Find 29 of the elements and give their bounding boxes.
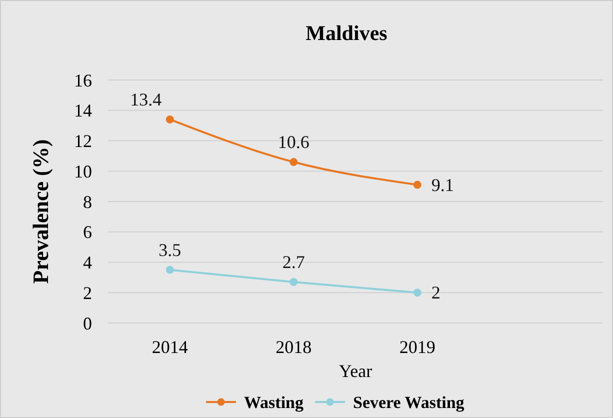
- y-tick-label: 0: [83, 313, 92, 334]
- y-tick-label: 16: [74, 70, 92, 90]
- x-tick-label: 2018: [276, 337, 312, 357]
- y-axis-title: Prevalence (%): [28, 139, 53, 284]
- y-tick-label: 10: [74, 161, 92, 182]
- point: [166, 116, 174, 124]
- x-tick-label: 2019: [399, 337, 436, 357]
- data-label: 9.1: [431, 174, 454, 195]
- data-label: 2.7: [282, 252, 305, 272]
- data-label: 10.6: [278, 132, 310, 152]
- y-tick-label: 6: [83, 222, 92, 242]
- x-tick-label: 2014: [152, 337, 188, 357]
- point: [413, 288, 422, 297]
- y-tick-label: 12: [74, 131, 92, 152]
- y-tick-label: 14: [74, 100, 92, 121]
- data-label: 13.4: [130, 89, 162, 110]
- data-label: 3.5: [158, 240, 182, 260]
- legend-label: Wasting: [244, 392, 304, 412]
- point: [290, 278, 298, 286]
- chart-title: Maldives: [306, 21, 388, 45]
- y-tick-label: 8: [83, 192, 92, 212]
- legend-label: Severe Wasting: [353, 392, 465, 412]
- data-label: 2: [431, 282, 440, 303]
- point: [413, 180, 422, 189]
- point: [166, 266, 174, 274]
- point: [290, 158, 298, 166]
- y-tick-label: 4: [83, 252, 92, 273]
- x-axis-title: Year: [338, 361, 372, 381]
- y-tick-label: 2: [83, 282, 92, 303]
